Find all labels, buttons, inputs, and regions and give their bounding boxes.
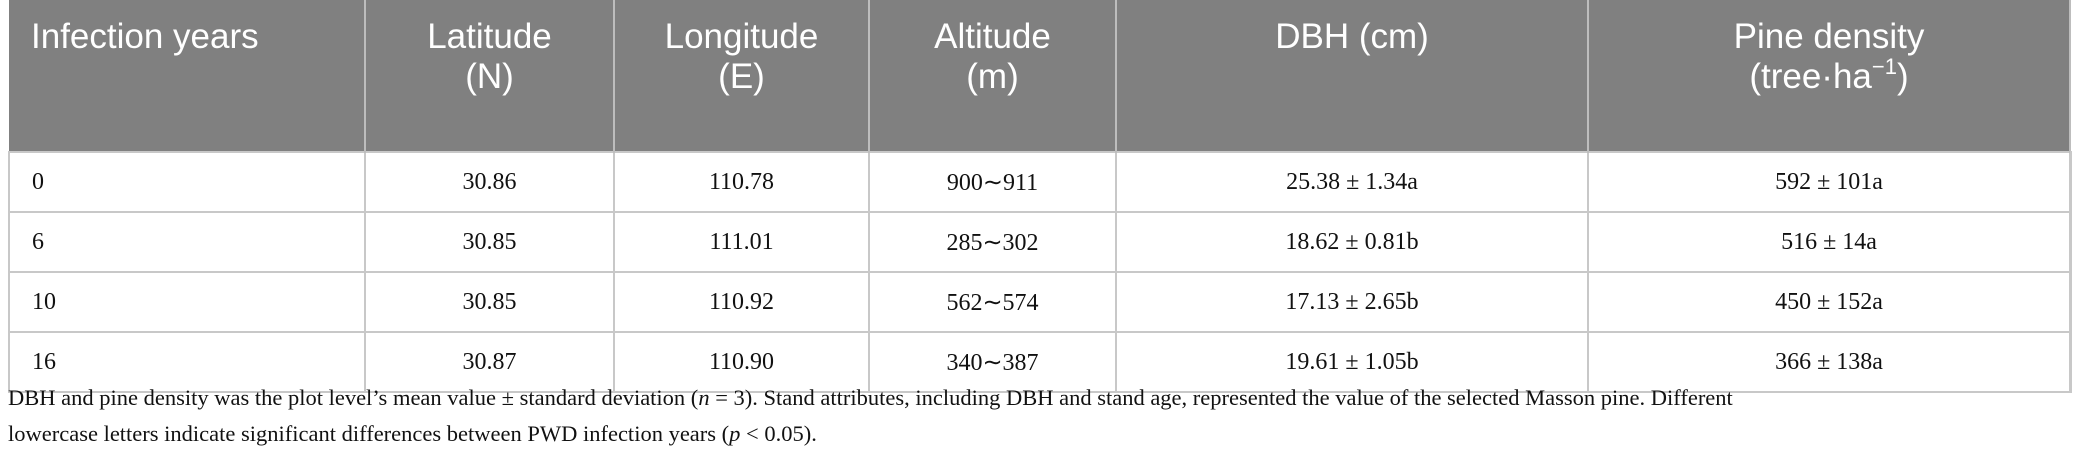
table-cell: 30.85 [364, 271, 615, 333]
header-cell: Longitude (E) [613, 0, 869, 152]
table-cell: 562∼574 [868, 271, 1117, 333]
table-cell: 516 ± 14a [1587, 211, 2071, 273]
footnote-text: < 0.05). [740, 421, 817, 446]
header-row: Infection years Latitude (N) Longitude (E) Al… [9, 0, 2072, 152]
footnote-text: n [698, 385, 710, 410]
table-cell: 26 [2069, 271, 2072, 333]
table-row: 16 30.87 110.90 340∼387 19.61 ± 1.05b 366 ± 1… [8, 331, 2072, 393]
header-text: (E) [718, 57, 765, 96]
table-cell: 110.90 [613, 331, 870, 393]
table-cell: 285∼302 [868, 211, 1117, 273]
table-cell: 111.01 [613, 211, 870, 273]
table-cell: 110.78 [613, 151, 870, 213]
data-table: Infection years Latitude (N) Longitude (E) Al… [8, 0, 2072, 393]
table-cell: 450 ± 152a [1587, 271, 2071, 333]
header-text: (tree·ha [1749, 57, 1872, 96]
table-row: 0 30.86 110.78 900∼911 25.38 ± 1.34a 592 ± 10… [8, 151, 2072, 213]
table-cell: 340∼387 [868, 331, 1117, 393]
table-cell: 30 [2069, 211, 2072, 273]
footnote-text: = 3). Stand attributes, including DBH an… [709, 385, 1733, 410]
header-cell: Altitude (m) [868, 0, 1116, 152]
table-cell: 16 [8, 331, 366, 393]
header-superscript: −1 [1871, 54, 1897, 79]
table-cell: 592 ± 101a [1587, 151, 2071, 213]
table-cell: 30.86 [364, 151, 615, 213]
table-cell: 25.38 ± 1.34a [1115, 151, 1589, 213]
header-text: Infection years [31, 17, 259, 56]
header-cell: Infection years [9, 0, 365, 152]
header-text: ) [1897, 57, 1909, 96]
header-text: Latitude [427, 17, 552, 56]
table-cell: 30.85 [364, 211, 615, 273]
header-cell: DBH (cm) [1115, 0, 1588, 152]
table-cell: 30.87 [364, 331, 615, 393]
table-cell: 10 [8, 271, 366, 333]
table-cell: 19.61 ± 1.05b [1115, 331, 1589, 393]
header-text: (N) [465, 57, 514, 96]
footnote: DBH and pine density was the plot level’… [8, 380, 2073, 452]
table-cell: 6 [8, 211, 366, 273]
table-cell: 900∼911 [868, 151, 1117, 213]
table-cell: 33 [2069, 151, 2072, 213]
table-row: 10 30.85 110.92 562∼574 17.13 ± 2.65b 450 ± 1… [8, 271, 2072, 333]
header-cell: Latitude (N) [364, 0, 614, 152]
table-cell: 110.92 [613, 271, 870, 333]
header-text: DBH (cm) [1275, 17, 1429, 56]
header-cell: Stand age(year) [2069, 0, 2072, 152]
header-text: Longitude [664, 17, 819, 56]
header-cell: Pine density (tree·ha−1) [1587, 0, 2070, 152]
footnote-line: DBH and pine density was the plot level’… [8, 380, 2073, 416]
footnote-line: lowercase letters indicate significant d… [8, 416, 2073, 452]
table-row: 6 30.85 111.01 285∼302 18.62 ± 0.81b 516 ± 14… [8, 211, 2072, 273]
footnote-text: p [729, 421, 741, 446]
footnote-text: DBH and pine density was the plot level’… [8, 385, 699, 410]
table-cell: 0 [8, 151, 366, 213]
header-text: Altitude [934, 17, 1051, 56]
table-cell: 366 ± 138a [1587, 331, 2071, 393]
table-head: Infection years Latitude (N) Longitude (E) Al… [9, 0, 2072, 152]
footnote-text: lowercase letters indicate significant d… [8, 421, 730, 446]
header-text: (m) [966, 57, 1019, 96]
table-body: 0 30.86 110.78 900∼911 25.38 ± 1.34a 592 ± 10… [8, 151, 2072, 393]
table-cell: 18.62 ± 0.81b [1115, 211, 1589, 273]
header-text: Pine density [1733, 17, 1925, 56]
table-cell: 17.13 ± 2.65b [1115, 271, 1589, 333]
